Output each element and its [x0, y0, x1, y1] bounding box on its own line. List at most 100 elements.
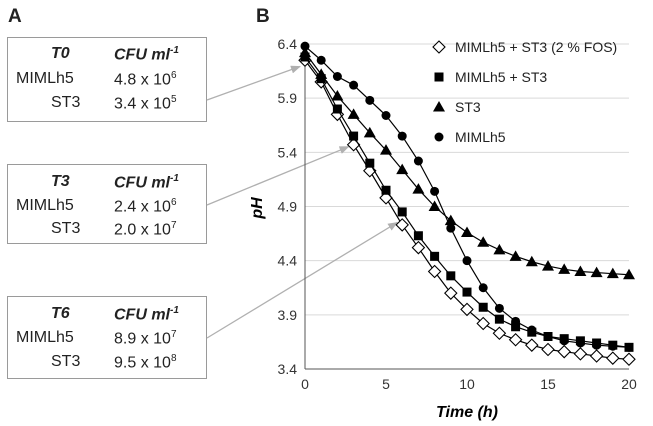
- data-point: [427, 264, 442, 279]
- data-point: [396, 163, 409, 175]
- data-point: [430, 186, 440, 196]
- legend-label: MIMLh5 + ST3: [455, 69, 547, 85]
- data-point: [460, 302, 474, 317]
- data-point: [543, 332, 553, 341]
- legend-item: MIMLh5: [434, 129, 506, 145]
- y-tick-label: 3.9: [278, 307, 298, 323]
- data-point: [347, 108, 360, 119]
- y-axis-label: pH: [249, 197, 266, 220]
- legend-label: MIMLh5 + ST3 (2 % FOS): [455, 39, 617, 55]
- legend-item: MIMLh5 + ST3 (2 % FOS): [432, 39, 617, 55]
- data-point: [462, 256, 472, 266]
- data-point: [592, 340, 602, 350]
- data-point: [349, 80, 359, 90]
- data-point: [331, 90, 344, 101]
- count-box-t6: T6 CFU ml-1 MIMLh5 8.9 x 107 ST3 9.5 x 1…: [7, 296, 207, 379]
- data-point: [446, 223, 456, 233]
- box-time-label: T0: [51, 45, 70, 62]
- data-point: [511, 322, 521, 332]
- x-axis-label: Time (h): [436, 404, 498, 421]
- data-point: [494, 303, 504, 313]
- data-point: [525, 338, 539, 352]
- data-point: [349, 131, 359, 141]
- data-point: [462, 287, 472, 297]
- data-point: [590, 266, 603, 278]
- y-tick-label: 4.9: [278, 199, 298, 215]
- data-point: [395, 218, 409, 232]
- data-point: [589, 349, 604, 363]
- connector-arrow: [206, 221, 399, 339]
- data-point: [492, 326, 507, 341]
- data-point: [574, 265, 587, 276]
- data-point: [606, 267, 619, 279]
- box-unit-label: CFU ml-1: [114, 45, 179, 64]
- connector-arrow: [206, 146, 350, 206]
- x-tick-label: 5: [382, 376, 390, 392]
- series-line: [304, 45, 630, 348]
- panel-label-b: B: [256, 6, 270, 27]
- series-layer: [298, 41, 636, 367]
- connector-arrow: [206, 65, 301, 101]
- data-point: [381, 185, 391, 195]
- data-point: [434, 132, 444, 142]
- x-tick-label: 10: [459, 376, 475, 392]
- box-count-value: 2.0 x 107: [114, 220, 177, 239]
- data-point: [573, 347, 588, 361]
- data-point: [461, 226, 473, 237]
- box-strain-name: ST3: [51, 353, 81, 370]
- data-point: [478, 302, 488, 312]
- data-point: [494, 314, 504, 324]
- data-point: [381, 111, 391, 120]
- data-point: [434, 72, 444, 82]
- box-unit-label: CFU ml-1: [114, 173, 179, 192]
- data-point: [380, 144, 392, 155]
- box-count-value: 8.9 x 107: [114, 329, 177, 348]
- data-point: [575, 338, 585, 348]
- data-point: [446, 271, 456, 281]
- legend-label: MIMLh5: [455, 129, 506, 145]
- data-point: [332, 104, 342, 114]
- count-box-t3: T3 CFU ml-1 MIMLh5 2.4 x 106 ST3 2.0 x 1…: [7, 164, 207, 244]
- y-tick-label: 4.4: [278, 253, 298, 269]
- data-point: [623, 268, 635, 280]
- data-point: [606, 351, 620, 365]
- y-tick-label: 3.4: [278, 361, 298, 377]
- legend-item: MIMLh5 + ST3: [434, 69, 547, 85]
- panel-label-a: A: [8, 6, 22, 27]
- data-point: [315, 68, 328, 79]
- x-tick-label: 0: [301, 376, 309, 392]
- gridlines: [305, 43, 629, 316]
- data-point: [433, 101, 445, 112]
- data-point: [430, 251, 440, 261]
- data-point: [413, 156, 423, 166]
- data-point: [413, 231, 423, 241]
- series-circle: [300, 41, 634, 352]
- data-point: [363, 126, 376, 138]
- box-strain-name: MIMLh5: [16, 70, 74, 87]
- data-point: [542, 260, 554, 271]
- box-count-value: 9.5 x 108: [114, 353, 177, 372]
- box-count-value: 2.4 x 106: [114, 197, 177, 216]
- count-box-t0: T0 CFU ml-1 MIMLh5 4.8 x 106 ST3 3.4 x 1…: [7, 37, 207, 122]
- data-point: [477, 236, 490, 247]
- data-point: [541, 342, 555, 357]
- data-point: [478, 283, 488, 293]
- data-point: [557, 344, 571, 359]
- data-point: [511, 316, 521, 326]
- data-point: [412, 183, 425, 194]
- box-strain-name: MIMLh5: [16, 197, 74, 214]
- box-time-label: T3: [51, 173, 70, 190]
- data-point: [299, 46, 311, 58]
- box-count-value: 3.4 x 105: [114, 94, 177, 113]
- data-point: [527, 325, 537, 335]
- series-triangle: [299, 46, 635, 280]
- data-point: [365, 95, 375, 105]
- legend-item: ST3: [433, 99, 481, 115]
- y-tick-label: 6.4: [278, 36, 298, 52]
- data-point: [397, 131, 407, 141]
- y-tick-label: 5.9: [278, 90, 298, 106]
- axes: 3.4 3.9 4.4 4.9 5.4 5.9 6.4 0 5 10 15 20: [278, 36, 637, 392]
- box-connectors: [206, 65, 399, 339]
- data-point: [411, 240, 426, 255]
